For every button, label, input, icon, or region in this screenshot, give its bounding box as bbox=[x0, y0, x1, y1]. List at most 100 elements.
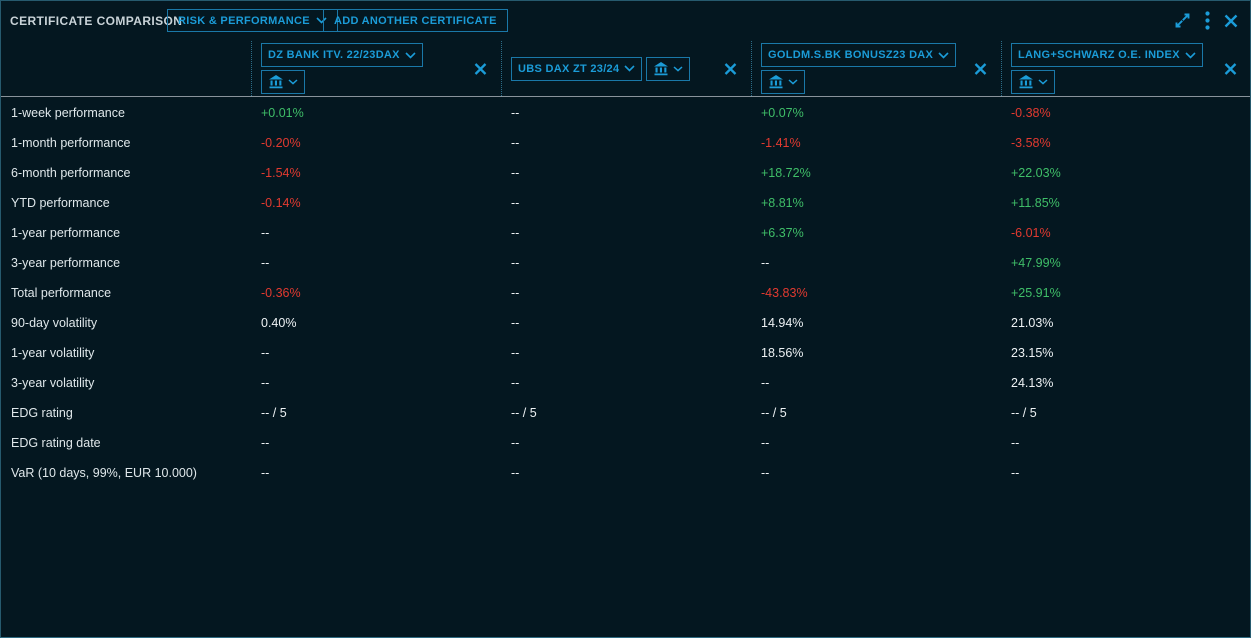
metric-label: 6-month performance bbox=[11, 166, 131, 180]
metric-value: -- bbox=[511, 226, 520, 240]
metric-value: -- bbox=[511, 346, 520, 360]
view-mode-label: RISK & PERFORMANCE bbox=[178, 14, 310, 27]
certificate-select-dropdown[interactable]: GOLDM.S.BK BONUSZ23 DAX bbox=[761, 43, 957, 67]
metric-value: -- / 5 bbox=[511, 406, 537, 420]
metric-value: -- bbox=[511, 166, 520, 180]
table-row: Total performance -0.36% -- -43.83% +25.… bbox=[1, 278, 1250, 308]
metric-value: 24.13% bbox=[1011, 376, 1054, 390]
table-row: 6-month performance -1.54% -- +18.72% +2… bbox=[1, 158, 1250, 188]
metric-value: -- bbox=[511, 256, 520, 270]
metric-value: -0.14% bbox=[261, 196, 301, 210]
chevron-down-icon bbox=[316, 17, 327, 24]
metric-value: +18.72% bbox=[761, 166, 811, 180]
metric-value: -43.83% bbox=[761, 286, 808, 300]
certificate-selectors: LANG+SCHWARZ O.E. INDEX bbox=[1011, 41, 1217, 96]
certificate-selectors: DZ BANK ITV. 22/23DAX bbox=[261, 41, 467, 96]
bank-icon bbox=[654, 61, 669, 75]
table-row: VaR (10 days, 99%, EUR 10.000) -- -- -- … bbox=[1, 458, 1250, 488]
metric-value: +47.99% bbox=[1011, 256, 1061, 270]
metric-label: VaR (10 days, 99%, EUR 10.000) bbox=[11, 466, 197, 480]
certificate-selectors: UBS DAX ZT 23/24 bbox=[511, 41, 717, 96]
metric-value: -0.36% bbox=[261, 286, 301, 300]
certificate-select-dropdown[interactable]: UBS DAX ZT 23/24 bbox=[511, 56, 643, 81]
metric-label: 1-month performance bbox=[11, 136, 131, 150]
metric-value: -- bbox=[261, 436, 270, 450]
metric-value: -- bbox=[511, 376, 520, 390]
certificate-select-dropdown[interactable]: LANG+SCHWARZ O.E. INDEX bbox=[1011, 43, 1203, 67]
metric-value: -- bbox=[511, 286, 520, 300]
metric-value: -- bbox=[761, 256, 770, 270]
metric-label: 1-year volatility bbox=[11, 346, 95, 360]
certificate-column-header: GOLDM.S.BK BONUSZ23 DAX bbox=[751, 41, 1001, 96]
metric-label: EDG rating date bbox=[11, 436, 101, 450]
metric-label: 1-week performance bbox=[11, 106, 125, 120]
metric-value: -- bbox=[761, 436, 770, 450]
metric-value: -- bbox=[761, 466, 770, 480]
remove-certificate-button[interactable] bbox=[1223, 61, 1238, 76]
metric-value: +0.01% bbox=[261, 106, 304, 120]
metric-label: Total performance bbox=[11, 286, 112, 300]
certificate-name: GOLDM.S.BK BONUSZ23 DAX bbox=[768, 49, 934, 61]
metric-value: -- / 5 bbox=[1011, 406, 1037, 420]
metric-value: 14.94% bbox=[761, 316, 804, 330]
metric-label: 3-year volatility bbox=[11, 376, 95, 390]
metric-value: 18.56% bbox=[761, 346, 804, 360]
chevron-down-icon bbox=[405, 51, 416, 59]
certificate-selectors: GOLDM.S.BK BONUSZ23 DAX bbox=[761, 41, 967, 96]
expand-icon[interactable] bbox=[1173, 11, 1192, 30]
table-row: 3-year performance -- -- -- +47.99% bbox=[1, 248, 1250, 278]
metric-value: -- / 5 bbox=[761, 406, 787, 420]
issuer-bank-dropdown[interactable] bbox=[761, 70, 805, 94]
header-separator bbox=[1, 96, 1250, 97]
metric-label: 90-day volatility bbox=[11, 316, 98, 330]
issuer-bank-dropdown[interactable] bbox=[646, 56, 691, 81]
certificate-column-header: DZ BANK ITV. 22/23DAX bbox=[251, 41, 501, 96]
table-row: 3-year volatility -- -- -- 24.13% bbox=[1, 368, 1250, 398]
issuer-bank-dropdown[interactable] bbox=[261, 70, 305, 94]
page-title: CERTIFICATE COMPARISON bbox=[10, 14, 183, 28]
table-row: 1-week performance +0.01% -- +0.07% -0.3… bbox=[1, 98, 1250, 128]
certificate-header-row: DZ BANK ITV. 22/23DAX UBS D bbox=[1, 41, 1250, 96]
table-row: 1-month performance -0.20% -- -1.41% -3.… bbox=[1, 128, 1250, 158]
remove-certificate-button[interactable] bbox=[973, 61, 988, 76]
metric-value: 0.40% bbox=[261, 316, 297, 330]
add-certificate-button[interactable]: ADD ANOTHER CERTIFICATE bbox=[323, 9, 508, 32]
x-icon bbox=[1224, 62, 1237, 75]
table-row: EDG rating -- / 5 -- / 5 -- / 5 -- / 5 bbox=[1, 398, 1250, 428]
metric-value: 21.03% bbox=[1011, 316, 1054, 330]
metric-label: YTD performance bbox=[11, 196, 110, 210]
metric-value: -- bbox=[261, 256, 270, 270]
bank-icon bbox=[769, 75, 783, 89]
remove-certificate-button[interactable] bbox=[723, 61, 738, 76]
certificate-name: LANG+SCHWARZ O.E. INDEX bbox=[1018, 49, 1180, 61]
metric-value: -- bbox=[511, 466, 520, 480]
metric-value: -- bbox=[261, 226, 270, 240]
certificate-column-header: UBS DAX ZT 23/24 bbox=[501, 41, 751, 96]
metric-value: -1.41% bbox=[761, 136, 801, 150]
certificate-select-dropdown[interactable]: DZ BANK ITV. 22/23DAX bbox=[261, 43, 423, 67]
x-icon bbox=[974, 62, 987, 75]
metric-value: -6.01% bbox=[1011, 226, 1051, 240]
close-icon[interactable] bbox=[1223, 13, 1239, 29]
chevron-down-icon bbox=[1038, 79, 1048, 85]
view-mode-dropdown[interactable]: RISK & PERFORMANCE bbox=[167, 9, 338, 32]
metrics-table: 1-week performance +0.01% -- +0.07% -0.3… bbox=[1, 98, 1250, 488]
table-row: 1-year volatility -- -- 18.56% 23.15% bbox=[1, 338, 1250, 368]
metric-label: 3-year performance bbox=[11, 256, 121, 270]
metric-value: -- bbox=[261, 376, 270, 390]
metric-value: +22.03% bbox=[1011, 166, 1061, 180]
kebab-menu-icon[interactable] bbox=[1205, 11, 1210, 30]
table-row: EDG rating date -- -- -- -- bbox=[1, 428, 1250, 458]
metric-value: -0.38% bbox=[1011, 106, 1051, 120]
metric-value: -- bbox=[261, 466, 270, 480]
metric-value: 23.15% bbox=[1011, 346, 1054, 360]
metric-label: 1-year performance bbox=[11, 226, 121, 240]
metric-value: -3.58% bbox=[1011, 136, 1051, 150]
issuer-bank-dropdown[interactable] bbox=[1011, 70, 1055, 94]
metric-value: -- / 5 bbox=[261, 406, 287, 420]
bank-icon bbox=[269, 75, 283, 89]
remove-certificate-button[interactable] bbox=[473, 61, 488, 76]
chevron-down-icon bbox=[624, 65, 635, 72]
chevron-down-icon bbox=[938, 51, 949, 59]
